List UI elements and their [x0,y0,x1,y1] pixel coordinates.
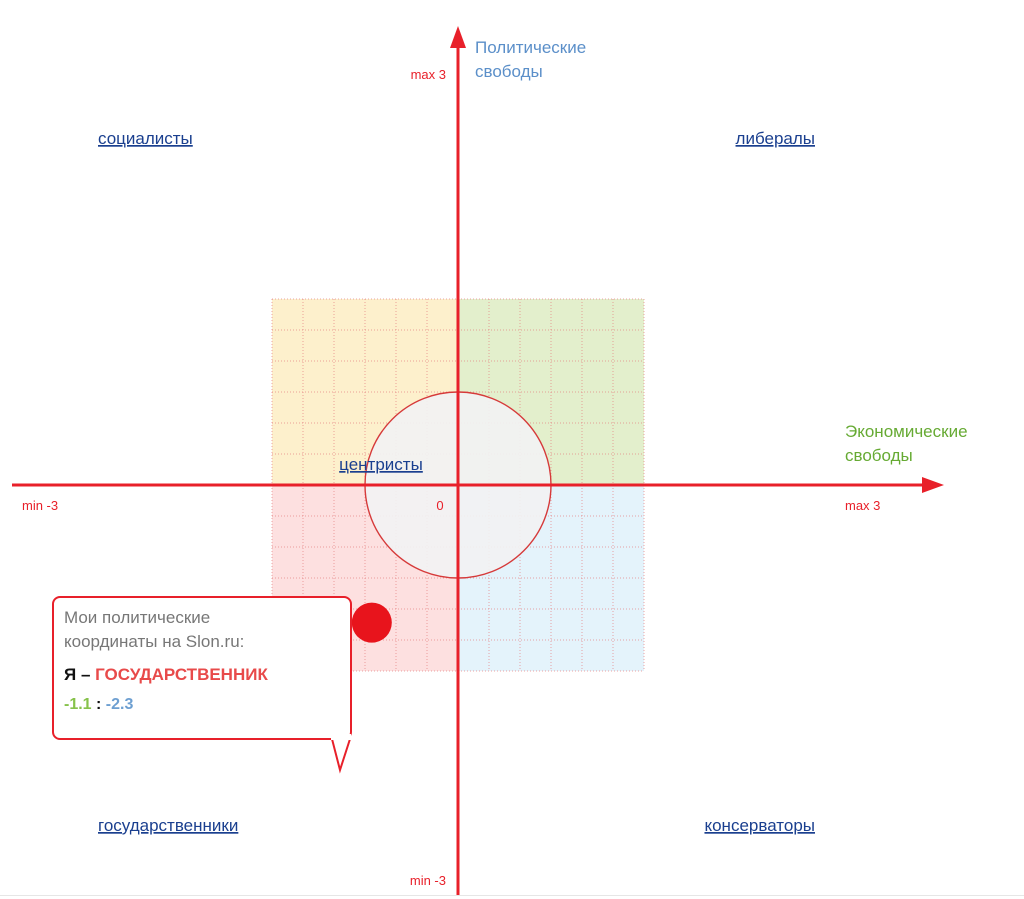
quadrant-link-statists[interactable]: государственники [98,816,238,835]
xtitle-line: свободы [845,446,913,465]
x-axis-max-label: max 3 [845,498,880,513]
ytitle-line: свободы [475,62,543,81]
callout-coordinates: -1.1 : -2.3 [64,696,340,714]
bottom-divider [0,895,1024,896]
center-link-centrists[interactable]: центристы [339,455,423,474]
callout-line-1: Мои политические [64,608,211,627]
y-axis-min-label: min -3 [410,873,446,888]
callout-x-value: -1.1 [64,696,92,713]
callout-type: ГОСУДАРСТВЕННИК [95,665,268,684]
quadrant-link-liberals[interactable]: либералы [736,129,815,148]
x-axis-title: Экономические свободы [845,422,968,465]
ytitle-line: Политические [475,38,586,57]
callout-y-value: -2.3 [105,696,134,713]
x-axis-arrow [922,477,944,493]
xtitle-line: Экономические [845,422,968,441]
quadrant-link-conservatives[interactable]: консерваторы [704,816,815,835]
data-points [351,602,392,643]
callout-result: Я – ГОСУДАРСТВЕННИК [64,662,340,688]
x-axis-min-label: min -3 [22,498,58,513]
axes [12,26,944,895]
callout-separator: : [91,696,106,713]
callout-me: Я – [64,665,96,684]
y-axis-max-label: max 3 [411,67,446,82]
quadrant-link-socialists[interactable]: социалисты [98,129,193,148]
data-point [351,602,392,643]
y-axis-title: Политические свободы [475,38,586,81]
callout-line-2: координаты на Slon.ru: [64,632,245,651]
origin-label: 0 [436,498,443,513]
result-callout: Мои политические координаты на Slon.ru: … [52,596,352,740]
y-axis-arrow [450,26,466,48]
